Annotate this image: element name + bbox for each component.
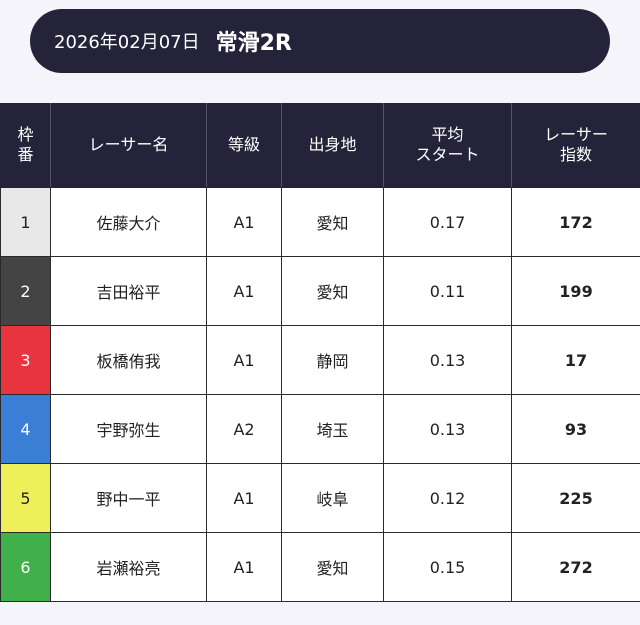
racer-class-cell: A2 — [206, 394, 282, 464]
header-start-line1: 平均 — [431, 125, 464, 144]
racer-class-cell: A1 — [206, 325, 282, 395]
racer-index-cell: 272 — [511, 532, 640, 602]
table-row: 3 板橋侑我 A1 静岡 0.13 17 — [0, 325, 640, 395]
table-header-row: 枠 番 レーサー名 等級 出身地 平均 スタート レーサー 指数 — [0, 103, 640, 188]
racer-class-cell: A1 — [206, 187, 282, 257]
racer-name-cell: 板橋侑我 — [50, 325, 207, 395]
racer-class-cell: A1 — [206, 463, 282, 533]
race-header: 2026年02月07日 常滑2R — [30, 9, 610, 73]
header-class: 等級 — [206, 103, 282, 188]
racer-name-cell: 吉田裕平 — [50, 256, 207, 326]
waku-cell: 3 — [0, 325, 51, 395]
header-waku: 枠 番 — [0, 103, 51, 188]
racer-index-cell: 93 — [511, 394, 640, 464]
racer-index-cell: 172 — [511, 187, 640, 257]
table-row: 1 佐藤大介 A1 愛知 0.17 172 — [0, 187, 640, 257]
racer-home-cell: 愛知 — [281, 256, 384, 326]
table-row: 4 宇野弥生 A2 埼玉 0.13 93 — [0, 394, 640, 464]
racer-class-cell: A1 — [206, 256, 282, 326]
header-waku-line2: 番 — [17, 145, 34, 164]
avg-start-cell: 0.13 — [383, 394, 512, 464]
waku-cell: 6 — [0, 532, 51, 602]
racer-home-cell: 愛知 — [281, 187, 384, 257]
waku-cell: 2 — [0, 256, 51, 326]
avg-start-cell: 0.17 — [383, 187, 512, 257]
racer-index-cell: 225 — [511, 463, 640, 533]
racer-table-container: 枠 番 レーサー名 等級 出身地 平均 スタート レーサー 指数 1 佐藤大介 A1… — [0, 103, 640, 602]
header-start: 平均 スタート — [383, 103, 512, 188]
header-index-line1: レーサー — [544, 125, 608, 144]
racer-name-cell: 野中一平 — [50, 463, 207, 533]
racer-class-cell: A1 — [206, 532, 282, 602]
header-home: 出身地 — [281, 103, 384, 188]
race-date: 2026年02月07日 — [54, 32, 200, 53]
racer-name-cell: 岩瀬裕亮 — [50, 532, 207, 602]
waku-cell: 4 — [0, 394, 51, 464]
racer-name-cell: 佐藤大介 — [50, 187, 207, 257]
waku-cell: 5 — [0, 463, 51, 533]
header-index-line2: 指数 — [559, 145, 592, 164]
racer-name-cell: 宇野弥生 — [50, 394, 207, 464]
racer-home-cell: 静岡 — [281, 325, 384, 395]
avg-start-cell: 0.11 — [383, 256, 512, 326]
racer-index-cell: 17 — [511, 325, 640, 395]
avg-start-cell: 0.15 — [383, 532, 512, 602]
header-start-line2: スタート — [415, 145, 480, 164]
table-row: 2 吉田裕平 A1 愛知 0.11 199 — [0, 256, 640, 326]
table-body: 1 佐藤大介 A1 愛知 0.17 172 2 吉田裕平 A1 愛知 0.11 199 3 板橋侑我 A1 静… — [0, 187, 640, 602]
header-waku-line1: 枠 — [17, 125, 34, 144]
header-index: レーサー 指数 — [511, 103, 640, 188]
avg-start-cell: 0.13 — [383, 325, 512, 395]
racer-home-cell: 岐阜 — [281, 463, 384, 533]
avg-start-cell: 0.12 — [383, 463, 512, 533]
racer-table: 枠 番 レーサー名 等級 出身地 平均 スタート レーサー 指数 1 佐藤大介 A1… — [0, 103, 640, 602]
racer-home-cell: 埼玉 — [281, 394, 384, 464]
race-title: 常滑2R — [215, 31, 292, 56]
racer-home-cell: 愛知 — [281, 532, 384, 602]
table-row: 6 岩瀬裕亮 A1 愛知 0.15 272 — [0, 532, 640, 602]
racer-index-cell: 199 — [511, 256, 640, 326]
header-name: レーサー名 — [50, 103, 207, 188]
waku-cell: 1 — [0, 187, 51, 257]
table-row: 5 野中一平 A1 岐阜 0.12 225 — [0, 463, 640, 533]
